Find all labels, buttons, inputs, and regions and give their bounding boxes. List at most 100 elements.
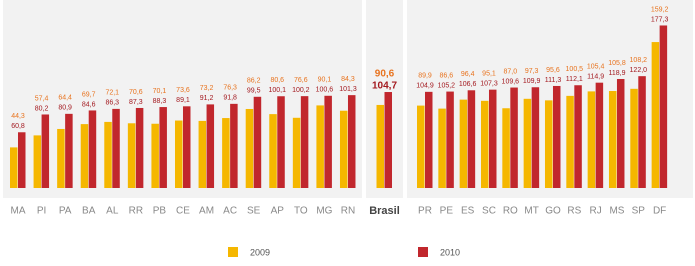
value-label: 118,9 [608,70,625,77]
bar [159,107,167,188]
bar [151,123,159,188]
value-label: 84,3 [341,76,355,83]
bar [339,110,348,188]
value-label: 86,3 [105,100,119,107]
x-tick-label: SC [482,206,496,217]
bar [324,95,332,188]
x-tick-label: SE [247,206,261,217]
x-tick-label: SP [632,206,646,217]
bar [566,95,574,188]
value-label: 60,8 [11,123,25,130]
value-label: 73,2 [200,85,214,92]
value-label: 100,6 [316,87,334,94]
value-label: 87,3 [129,99,143,106]
bar [88,110,97,188]
bar [616,79,625,188]
legend-label: 2009 [250,247,270,257]
value-label: 72,1 [105,90,119,97]
bar [206,104,215,188]
bar [630,88,638,188]
bar [347,95,356,188]
bar [659,25,668,188]
value-label: 76,3 [223,85,237,92]
value-label: 64,4 [58,95,72,102]
value-label: 96,4 [461,71,475,78]
x-tick-label: RJ [590,206,602,217]
bar [112,108,120,188]
x-tick-label: AC [223,206,237,217]
x-tick-label: MT [524,206,538,217]
x-tick-label: RN [341,206,355,217]
value-label: 177,3 [651,16,669,23]
bar [253,96,262,188]
x-tick-label: Brasil [369,205,400,217]
bar [65,113,73,188]
value-label: 100,5 [566,66,584,73]
bar [222,118,230,188]
value-label: 99,5 [247,88,261,95]
value-label: 80,2 [35,105,49,112]
value-label: 87,0 [504,68,518,75]
bar [467,90,476,188]
bar [544,100,553,188]
x-tick-label: MS [609,206,624,217]
bar [104,121,112,188]
legend-label: 2010 [440,247,460,257]
bar [230,103,238,188]
bar [18,132,26,188]
value-label: 76,6 [294,77,308,84]
bar [10,147,18,188]
value-label: 44,3 [11,113,25,120]
x-tick-label: PI [37,206,46,217]
value-label: 73,6 [176,87,190,94]
x-tick-label: TO [294,206,308,217]
value-label: 88,3 [153,98,167,105]
value-label: 105,2 [438,82,456,89]
x-tick-label: PR [418,206,432,217]
bar [425,91,433,188]
bar [384,92,392,188]
value-label: 101,3 [339,86,357,93]
value-label: 109,6 [502,78,520,85]
bar [552,85,561,188]
value-label: 108,2 [630,57,648,64]
bar [316,105,324,188]
bar [80,124,89,188]
value-label: 111,3 [545,77,562,84]
bar [480,100,489,188]
legend-swatch [228,247,238,257]
value-label: 97,3 [525,68,539,75]
value-label: 114,9 [587,74,604,81]
x-tick-label: AM [199,206,214,217]
x-tick-label: RO [503,206,518,217]
bar [587,91,596,188]
x-tick-label: AP [271,206,285,217]
bar [135,107,144,188]
bar [198,120,207,188]
bar [57,128,65,188]
x-tick-label: CE [176,206,190,217]
bar [446,91,454,188]
value-label: 84,6 [82,101,96,108]
bar [417,105,425,188]
bar [651,42,660,188]
bar [41,114,50,188]
bar [174,120,183,188]
bar [292,117,301,188]
x-tick-label: PE [440,206,454,217]
x-tick-label: PA [59,206,72,217]
x-tick-label: MG [316,206,332,217]
value-label: 100,2 [292,87,310,94]
x-tick-label: BA [82,206,96,217]
bar [376,104,384,188]
x-tick-label: GO [545,206,561,217]
bar [269,114,277,188]
value-label: 90,6 [375,69,395,80]
value-label: 106,6 [459,81,477,88]
bar [277,96,285,188]
bar [608,91,617,188]
value-label: 112,1 [566,76,583,83]
bar [182,106,191,188]
value-label: 104,9 [416,83,434,90]
